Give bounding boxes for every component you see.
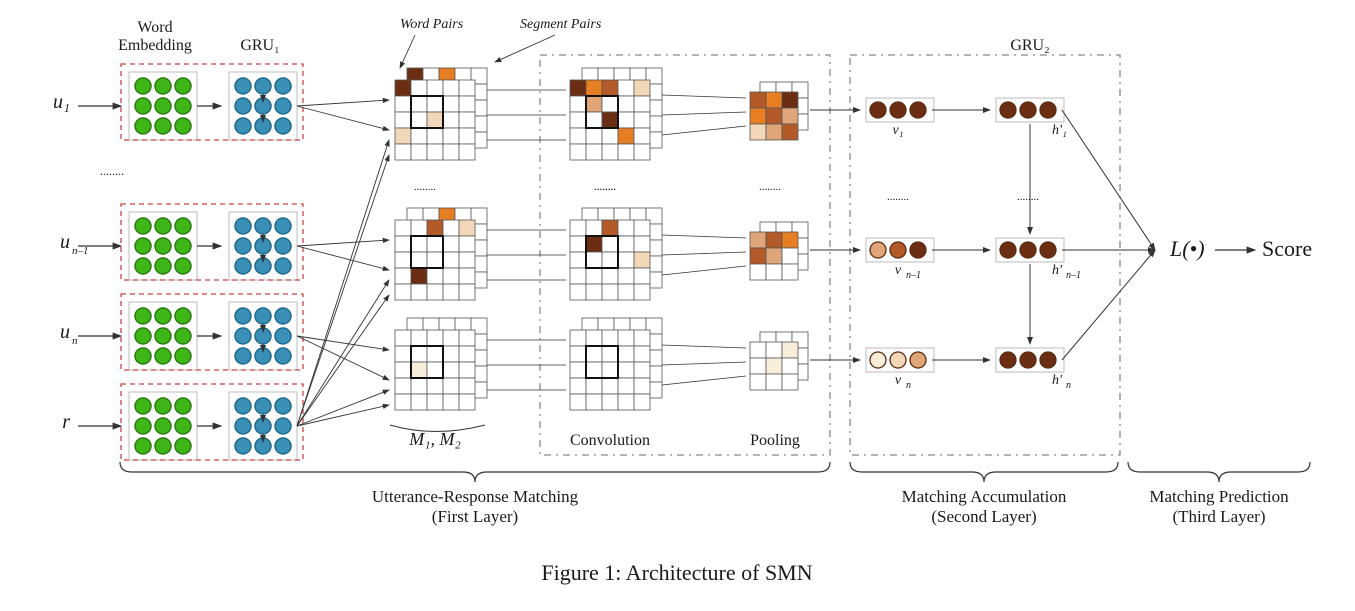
svg-text:........: ........ xyxy=(414,181,436,193)
svg-text:Pooling: Pooling xyxy=(750,432,800,449)
svg-text:........: ........ xyxy=(759,181,781,193)
svg-text:Segment Pairs: Segment Pairs xyxy=(520,17,602,32)
svg-text:........: ........ xyxy=(887,191,909,203)
svg-text:v: v xyxy=(895,373,902,388)
svg-text:h': h' xyxy=(1052,263,1063,278)
svg-text:n: n xyxy=(1066,380,1071,391)
svg-text:(Third Layer): (Third Layer) xyxy=(1173,507,1266,526)
svg-text:Matching Accumulation: Matching Accumulation xyxy=(902,487,1067,506)
svg-text:Word: Word xyxy=(137,19,172,36)
svg-text:n: n xyxy=(72,335,78,347)
svg-text:Utterance-Response Matching: Utterance-Response Matching xyxy=(372,487,579,506)
svg-text:n: n xyxy=(906,380,911,391)
svg-text:(Second Layer): (Second Layer) xyxy=(931,507,1036,526)
smn-architecture-diagram: WordEmbeddingGRU₁u₁un–1unr..............… xyxy=(0,0,1355,611)
svg-text:GRU₂: GRU₂ xyxy=(1010,37,1049,54)
svg-text:Convolution: Convolution xyxy=(570,432,650,449)
svg-text:Word Pairs: Word Pairs xyxy=(400,17,464,32)
svg-text:........: ........ xyxy=(100,164,124,178)
svg-text:v₁: v₁ xyxy=(892,123,903,138)
svg-text:GRU₁: GRU₁ xyxy=(240,37,279,54)
svg-text:v: v xyxy=(895,263,902,278)
svg-text:L(•): L(•) xyxy=(1169,236,1205,261)
svg-text:Embedding: Embedding xyxy=(118,37,192,54)
svg-text:(First Layer): (First Layer) xyxy=(432,507,518,526)
svg-text:u₁: u₁ xyxy=(53,91,70,113)
svg-text:Score: Score xyxy=(1262,236,1312,261)
svg-text:n–1: n–1 xyxy=(72,245,89,257)
svg-text:Matching Prediction: Matching Prediction xyxy=(1149,487,1289,506)
svg-text:M₁, M₂: M₁, M₂ xyxy=(408,429,461,449)
svg-text:h'₁: h'₁ xyxy=(1052,123,1067,138)
svg-text:Figure 1: Architecture of SMN: Figure 1: Architecture of SMN xyxy=(541,560,812,585)
svg-text:n–1: n–1 xyxy=(1066,270,1081,281)
svg-text:........: ........ xyxy=(1017,191,1039,203)
svg-text:h': h' xyxy=(1052,373,1063,388)
svg-text:........: ........ xyxy=(594,181,616,193)
svg-text:u: u xyxy=(60,231,70,253)
svg-text:r: r xyxy=(62,411,70,433)
svg-text:u: u xyxy=(60,321,70,343)
svg-text:n–1: n–1 xyxy=(906,270,921,281)
